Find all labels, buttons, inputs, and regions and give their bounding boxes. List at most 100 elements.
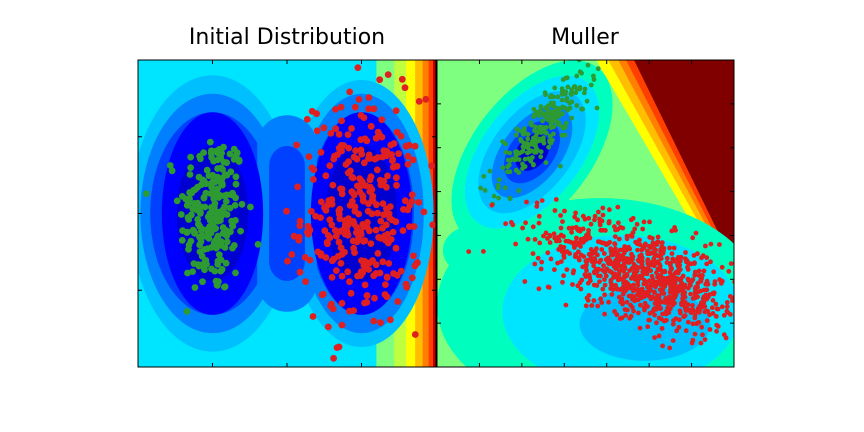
data-point-red [503, 221, 508, 227]
data-point-green [520, 129, 525, 135]
data-point-red [548, 256, 554, 262]
data-point-red [557, 246, 562, 252]
data-point-red [389, 163, 397, 171]
chart-title-muller: Muller [551, 25, 620, 50]
scatter-points-muller [466, 60, 774, 351]
data-point-red [383, 273, 391, 281]
data-point-green [221, 244, 229, 251]
data-point-green [558, 163, 563, 169]
data-point-red [713, 301, 719, 307]
data-point-red [672, 225, 677, 230]
data-point-red [621, 250, 627, 256]
data-point-red [640, 265, 646, 271]
data-point-red [574, 235, 579, 241]
data-point-red [769, 326, 774, 331]
data-point-red [524, 199, 529, 205]
data-point-red [384, 239, 392, 247]
data-point-red [343, 227, 351, 235]
data-point-green [200, 246, 208, 253]
data-point-red [612, 241, 617, 247]
data-point-red [645, 265, 651, 271]
data-point-red [321, 227, 329, 235]
data-point-red [616, 236, 622, 242]
data-point-red [509, 220, 514, 225]
data-point-red [726, 268, 732, 274]
data-point-red [361, 237, 369, 245]
data-point-red [631, 274, 637, 279]
contour-band-side-pocket [442, 225, 503, 275]
data-point-red [747, 296, 752, 301]
data-point-green [220, 192, 228, 200]
data-point-red [360, 197, 367, 205]
data-point-red [399, 227, 407, 235]
data-point-red [690, 337, 696, 343]
data-point-green [232, 269, 239, 277]
data-point-red [530, 251, 536, 256]
data-point-red [351, 207, 359, 215]
data-point-red [602, 292, 607, 298]
data-point-red [692, 315, 698, 321]
data-point-red [562, 208, 567, 214]
data-point-green [210, 157, 218, 165]
data-point-red [466, 249, 472, 255]
data-point-red [664, 260, 670, 265]
data-point-red [547, 240, 553, 246]
data-point-green [548, 121, 554, 127]
data-point-red [719, 264, 725, 270]
data-point-red [712, 279, 718, 284]
data-point-red [657, 287, 663, 292]
data-point-red [370, 317, 378, 325]
data-point-red [532, 237, 538, 242]
data-point-red [386, 214, 393, 222]
data-point-red [669, 228, 675, 234]
data-point-red [362, 182, 370, 190]
data-point-green [538, 154, 544, 160]
data-point-red [655, 253, 661, 259]
data-point-green [223, 171, 231, 179]
data-point-red [328, 274, 336, 281]
data-point-green [478, 185, 484, 191]
data-point-red [734, 311, 739, 316]
data-point-green [223, 232, 231, 240]
data-point-red [411, 142, 419, 150]
data-point-red [355, 96, 363, 103]
data-point-red [342, 161, 350, 168]
data-point-red [630, 215, 636, 221]
data-point-red [308, 208, 315, 215]
data-point-red [653, 259, 659, 265]
data-point-red [692, 261, 697, 266]
data-point-red [534, 204, 540, 209]
data-point-red [650, 250, 655, 256]
data-point-red [622, 282, 628, 288]
data-point-red [754, 319, 759, 324]
data-point-red [671, 245, 677, 251]
data-point-green [186, 195, 193, 203]
data-point-red [704, 318, 710, 323]
data-point-green [213, 281, 221, 289]
data-point-red [537, 240, 543, 246]
data-point-green [212, 147, 220, 155]
data-point-red [401, 84, 409, 92]
data-point-red [576, 240, 582, 246]
data-point-green [525, 132, 531, 137]
data-point-red [680, 287, 686, 293]
data-point-red [730, 295, 734, 301]
data-point-red [674, 328, 680, 334]
data-point-red [693, 230, 699, 236]
data-point-red [658, 275, 664, 281]
data-point-green [217, 217, 224, 224]
data-point-red [370, 105, 378, 113]
data-point-red [699, 276, 704, 282]
data-point-red [603, 241, 608, 247]
data-point-red [746, 292, 751, 297]
data-point-red [703, 292, 709, 298]
data-point-green [502, 185, 508, 191]
data-point-red [591, 282, 597, 288]
data-point-red [596, 209, 601, 215]
data-point-red [561, 253, 567, 258]
data-point-green [226, 150, 234, 158]
data-point-red [620, 291, 626, 297]
data-point-red [648, 296, 654, 302]
data-point-red [348, 125, 355, 132]
data-point-red [539, 259, 545, 265]
